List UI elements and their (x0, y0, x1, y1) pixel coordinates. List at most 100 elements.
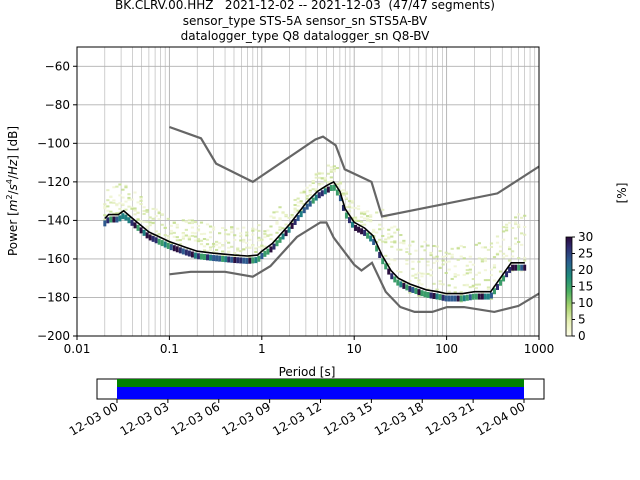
psd-faint-bin (251, 227, 255, 230)
psd-faint-bin (468, 268, 472, 271)
psd-dense-bin (287, 226, 291, 233)
psd-dense-bin (257, 255, 261, 262)
psd-faint-bin (293, 207, 297, 210)
psd-faint-bin (438, 250, 442, 253)
psd-faint-bin (501, 238, 506, 241)
psd-faint-bin (296, 197, 300, 200)
psd-faint-bin (329, 170, 333, 173)
psd-faint-bin (414, 276, 418, 279)
colorbar-tick-label: 20 (578, 263, 593, 277)
psd-faint-bin (498, 245, 503, 248)
colorbar-label: [%] (615, 183, 629, 204)
psd-faint-bin (190, 231, 195, 234)
psd-dense-bin (441, 294, 445, 301)
psd-faint-bin (172, 231, 176, 234)
psd-dense-bin (357, 226, 361, 233)
psd-faint-bin (178, 239, 182, 242)
psd-faint-bin (314, 189, 318, 192)
psd-faint-bin (489, 274, 494, 277)
psd-faint-bin (420, 283, 424, 286)
psd-faint-bin (317, 183, 321, 186)
psd-faint-bin (142, 209, 146, 212)
psd-dense-bin (236, 257, 240, 264)
psd-histogram (103, 164, 527, 303)
psd-faint-bin (504, 229, 509, 232)
psd-faint-bin (242, 240, 246, 243)
psd-faint-bin (227, 241, 231, 244)
psd-dense-bin (175, 246, 179, 253)
psd-dense-bin (263, 250, 267, 257)
y-tick-label: −200 (37, 329, 70, 343)
psd-faint-bin (221, 254, 225, 257)
psd-faint-bin (483, 279, 488, 282)
psd-faint-bin (308, 189, 312, 192)
psd-faint-bin (181, 235, 185, 238)
psd-faint-bin (468, 286, 472, 289)
psd-faint-bin (423, 240, 427, 243)
psd-faint-bin (308, 184, 312, 187)
psd-faint-bin (402, 241, 406, 244)
psd-faint-bin (468, 255, 472, 258)
x-tick-label: 0.1 (160, 342, 179, 356)
psd-faint-bin (187, 219, 191, 222)
psd-dense-bin (405, 284, 409, 291)
ylabel-part: / (6, 189, 20, 194)
psd-faint-bin (369, 220, 373, 223)
psd-faint-bin (405, 259, 409, 262)
psd-faint-bin (242, 238, 246, 241)
psd-faint-bin (166, 234, 170, 237)
psd-faint-bin (184, 228, 188, 231)
psd-dense-bin (142, 229, 146, 236)
psd-faint-bin (163, 226, 167, 229)
x-axis-label: Period [s] (279, 365, 336, 379)
psd-faint-bin (477, 257, 481, 260)
psd-dense-bin (453, 295, 457, 302)
psd-faint-bin (287, 216, 291, 219)
psd-faint-bin (266, 229, 270, 232)
psd-faint-bin (474, 273, 478, 276)
psd-faint-bin (366, 215, 370, 218)
psd-dense-bin (172, 245, 176, 252)
psd-faint-bin (447, 252, 451, 255)
psd-faint-bin (486, 279, 491, 282)
psd-faint-bin (362, 217, 367, 220)
psd-faint-bin (257, 229, 261, 232)
psd-faint-bin (311, 188, 315, 191)
psd-dense-bin (109, 216, 113, 223)
psd-faint-bin (489, 245, 494, 248)
psd-faint-bin (233, 252, 237, 255)
psd-faint-bin (353, 219, 358, 222)
psd-dense-bin (351, 221, 355, 228)
psd-dense-bin (366, 232, 370, 239)
psd-faint-bin (326, 172, 330, 175)
psd-faint-bin (514, 223, 518, 226)
psd-faint-bin (495, 235, 500, 238)
psd-faint-bin (133, 213, 137, 216)
psd-faint-bin (347, 204, 352, 207)
psd-faint-bin (462, 284, 466, 287)
psd-faint-bin (115, 204, 119, 207)
psd-dense-bin (169, 244, 173, 251)
psd-faint-bin (474, 243, 478, 246)
psd-faint-bin (471, 278, 475, 281)
psd-faint-bin (230, 245, 234, 248)
psd-faint-bin (275, 222, 279, 225)
psd-faint-bin (390, 235, 394, 238)
psd-faint-bin (492, 256, 497, 259)
psd-dense-bin (417, 289, 421, 296)
psd-faint-bin (462, 257, 466, 260)
psd-faint-bin (254, 250, 258, 253)
psd-dense-bin (145, 232, 149, 239)
psd-dense-bin (272, 243, 276, 250)
psd-faint-bin (278, 226, 282, 229)
psd-faint-bin (181, 219, 185, 222)
psd-faint-bin (284, 215, 288, 218)
psd-faint-bin (441, 259, 445, 262)
psd-faint-bin (245, 255, 249, 258)
psd-faint-bin (507, 221, 512, 224)
psd-faint-bin (444, 251, 448, 254)
psd-faint-bin (317, 172, 321, 175)
psd-faint-bin (387, 228, 391, 231)
psd-faint-bin (450, 247, 454, 250)
psd-faint-bin (332, 168, 336, 171)
